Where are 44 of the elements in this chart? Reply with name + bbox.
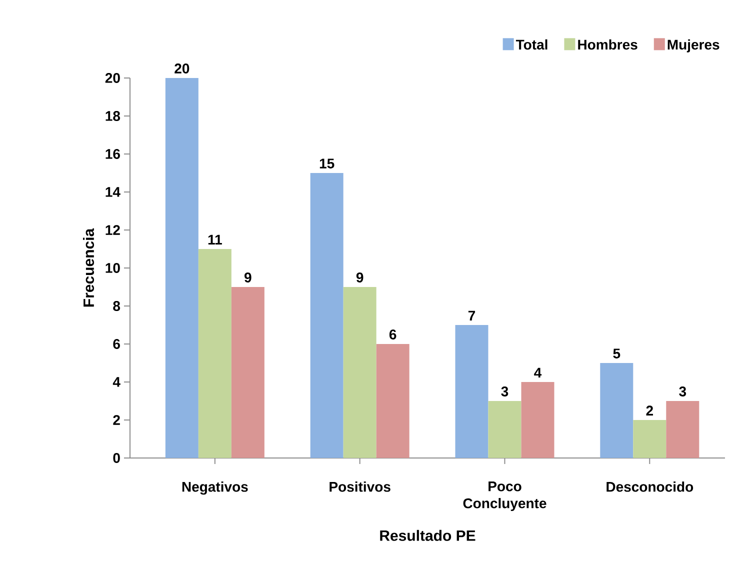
data-label: 7 (468, 310, 476, 320)
y-tick-label: 8 (113, 301, 120, 311)
bar (165, 78, 198, 458)
legend-label: Mujeres (668, 39, 720, 52)
data-label: 3 (679, 386, 686, 396)
data-label: 9 (244, 272, 252, 282)
y-tick-label: 4 (112, 377, 120, 387)
bar (310, 172, 344, 458)
data-label: 9 (356, 272, 364, 282)
bar (600, 362, 634, 458)
legend-label: Total (516, 39, 548, 50)
bar (343, 286, 376, 458)
x-axis-title: Resultado PE (380, 530, 476, 541)
data-label: 4 (534, 368, 542, 378)
legend-label: Hombres (578, 39, 638, 50)
data-label: 20 (174, 64, 190, 74)
x-tick-label: Poco Concluyente (463, 482, 546, 512)
bar (633, 420, 666, 458)
y-tick-label: 14 (106, 187, 120, 197)
x-tick-label: Desconocido (606, 482, 694, 492)
y-tick-label: 12 (106, 225, 120, 235)
y-tick-label: 0 (113, 453, 120, 463)
y-tick-label: 16 (106, 149, 120, 159)
x-tick-label: Positivos (330, 482, 390, 492)
bar (488, 400, 522, 458)
data-label: 3 (501, 386, 508, 396)
data-label: 5 (613, 348, 620, 358)
y-tick-label: 20 (105, 73, 120, 83)
data-label: 15 (320, 158, 334, 168)
bar (198, 248, 232, 458)
bar (376, 344, 410, 458)
data-label: 2 (646, 406, 653, 416)
data-label: 6 (389, 330, 396, 340)
bar (455, 324, 488, 458)
bar (231, 286, 264, 458)
x-tick-label: Negativos (182, 482, 248, 495)
bar (666, 400, 700, 458)
data-label: 11 (208, 234, 222, 244)
y-axis-title: Frecuencia (83, 228, 94, 307)
y-tick-label: 10 (106, 263, 120, 273)
y-tick-label: 2 (113, 415, 120, 425)
y-tick-label: 18 (106, 111, 120, 121)
y-tick-label: 6 (113, 339, 120, 349)
bar (521, 382, 554, 458)
